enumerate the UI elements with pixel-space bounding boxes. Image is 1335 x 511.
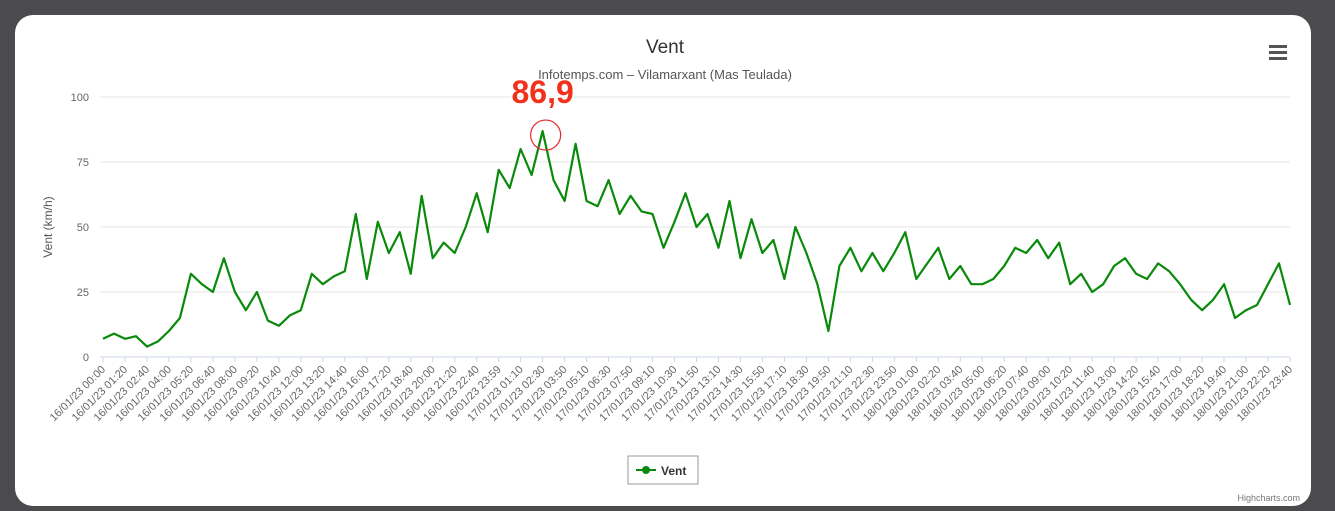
y-tick-label: 100 xyxy=(71,92,89,104)
y-tick-label: 25 xyxy=(77,287,89,299)
legend-label: Vent xyxy=(661,464,686,478)
chart-subtitle: Infotemps.com – Vilamarxant (Mas Teulada… xyxy=(538,67,792,82)
menu-bar[interactable] xyxy=(1269,51,1287,54)
y-tick-label: 75 xyxy=(77,157,89,169)
menu-bar[interactable] xyxy=(1269,45,1287,48)
y-tick-label: 50 xyxy=(77,222,89,234)
y-tick-label: 0 xyxy=(83,352,89,364)
credits[interactable]: Highcharts.com xyxy=(1237,493,1300,503)
legend: Vent xyxy=(627,455,699,485)
menu-bar[interactable] xyxy=(1269,57,1287,60)
chart-title: Vent xyxy=(646,37,685,58)
annotation: 86,9 xyxy=(511,74,573,110)
legend-symbol-marker xyxy=(642,466,650,474)
y-axis-title: Vent (km/h) xyxy=(41,196,55,257)
series-line xyxy=(102,130,1292,348)
menu-icon[interactable] xyxy=(1269,45,1287,60)
highlight-circle xyxy=(530,119,562,151)
